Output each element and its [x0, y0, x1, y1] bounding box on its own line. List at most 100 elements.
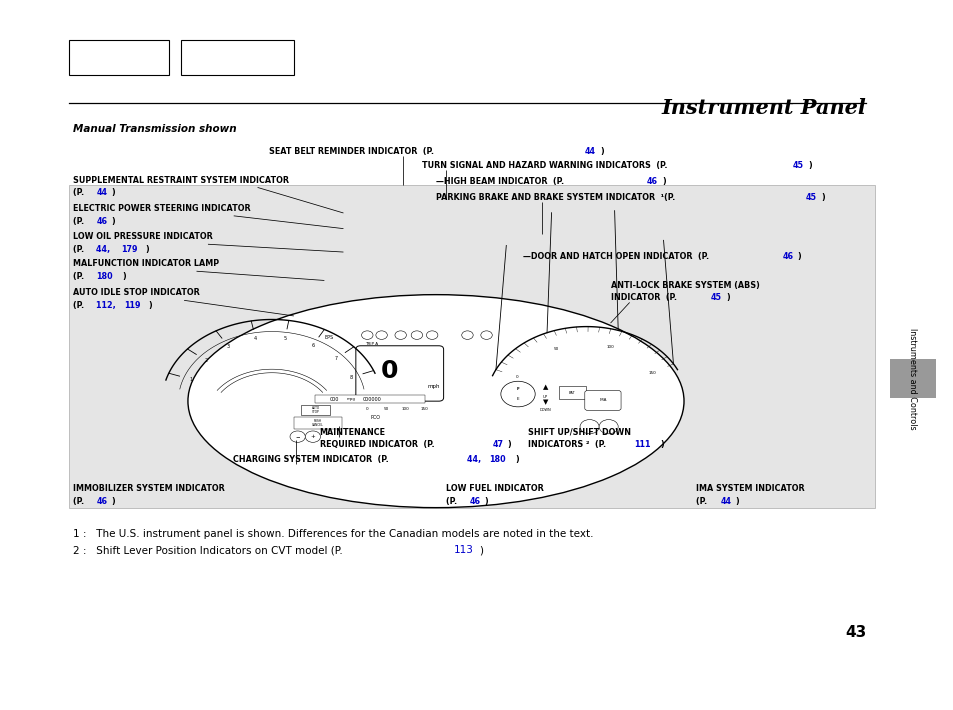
Text: INDICATOR  (P.: INDICATOR (P. [610, 293, 679, 302]
Bar [69, 185, 874, 508]
Text: ): ) [478, 545, 482, 555]
Text: ▼: ▼ [542, 400, 548, 405]
Text: LOW OIL PRESSURE INDICATOR: LOW OIL PRESSURE INDICATOR [72, 232, 212, 241]
Text: TRIP A: TRIP A [365, 342, 378, 346]
Text: ): ) [112, 497, 115, 506]
Text: MAINTENANCE: MAINTENANCE [319, 427, 385, 437]
Text: Instrument Panel: Instrument Panel [660, 98, 865, 118]
Text: 44,: 44, [466, 454, 483, 464]
Text: 180: 180 [489, 454, 505, 464]
Text: 1: 1 [190, 377, 193, 382]
Text: ELECTRIC POWER STEERING INDICATOR: ELECTRIC POWER STEERING INDICATOR [72, 204, 250, 213]
Text: EPS: EPS [324, 334, 334, 340]
Circle shape [305, 431, 320, 442]
Text: IMA: IMA [598, 398, 606, 403]
Text: PCO: PCO [370, 415, 379, 420]
Text: AUTO
STOP: AUTO STOP [312, 405, 319, 415]
Text: ): ) [484, 497, 488, 506]
Text: 000: 000 [329, 396, 338, 402]
Text: (P.: (P. [72, 497, 87, 506]
Text: (P.: (P. [72, 188, 87, 197]
Text: 1 :   The U.S. instrument panel is shown. Differences for the Canadian models ar: 1 : The U.S. instrument panel is shown. … [72, 529, 593, 539]
Text: 4: 4 [253, 336, 257, 341]
Text: CHARGING SYSTEM INDICATOR  (P.: CHARGING SYSTEM INDICATOR (P. [233, 454, 391, 464]
Text: 150: 150 [420, 407, 428, 411]
Text: 46: 46 [96, 497, 108, 506]
Text: (P.: (P. [72, 272, 87, 281]
Text: 2: 2 [204, 358, 207, 363]
Bar [69, 40, 169, 75]
FancyBboxPatch shape [584, 391, 620, 410]
Text: 180: 180 [96, 272, 112, 281]
Text: 179: 179 [121, 245, 137, 254]
Text: 113: 113 [454, 545, 474, 555]
Text: ▲: ▲ [542, 384, 548, 390]
Text: 47: 47 [492, 440, 503, 449]
Text: PARKING BRAKE AND BRAKE SYSTEM INDICATOR  ¹(P.: PARKING BRAKE AND BRAKE SYSTEM INDICATOR… [436, 193, 678, 202]
Text: (P.: (P. [72, 300, 87, 310]
Text: 150: 150 [648, 371, 656, 375]
Text: 112,: 112, [96, 300, 119, 310]
Text: 45: 45 [805, 193, 817, 202]
Text: UP: UP [542, 395, 548, 399]
Text: (P.: (P. [445, 497, 459, 506]
Circle shape [290, 431, 305, 442]
Text: ): ) [149, 300, 152, 310]
Text: ): ) [515, 454, 518, 464]
Text: 46: 46 [781, 252, 793, 261]
Text: ): ) [659, 440, 663, 449]
Text: AUTO IDLE STOP INDICATOR: AUTO IDLE STOP INDICATOR [72, 288, 199, 297]
Ellipse shape [188, 295, 683, 508]
Text: mph: mph [427, 384, 439, 390]
Text: ): ) [797, 252, 801, 261]
Text: ): ) [725, 293, 729, 302]
Text: 111: 111 [634, 440, 650, 449]
Bar [301, 405, 330, 415]
Text: 119: 119 [124, 300, 140, 310]
Text: 0: 0 [366, 407, 368, 411]
Text: ): ) [821, 193, 824, 202]
Text: BAT: BAT [569, 391, 575, 395]
Bar [558, 386, 585, 399]
Text: TURN SIGNAL AND HAZARD WARNING INDICATORS  (P.: TURN SIGNAL AND HAZARD WARNING INDICATOR… [421, 161, 669, 170]
Text: REQUIRED INDICATOR  (P.: REQUIRED INDICATOR (P. [319, 440, 436, 449]
Text: ): ) [661, 177, 665, 186]
Text: ): ) [507, 440, 511, 449]
Bar [181, 40, 294, 75]
Text: 100: 100 [606, 345, 614, 349]
Text: ): ) [145, 245, 149, 254]
Text: 44: 44 [720, 497, 731, 506]
Bar [889, 359, 935, 398]
Text: IMA SYSTEM INDICATOR: IMA SYSTEM INDICATOR [696, 484, 804, 493]
Text: 7: 7 [335, 356, 337, 361]
Text: SUPPLEMENTAL RESTRAINT SYSTEM INDICATOR: SUPPLEMENTAL RESTRAINT SYSTEM INDICATOR [72, 175, 288, 185]
Text: 0: 0 [380, 359, 397, 383]
Text: ): ) [122, 272, 126, 281]
Text: ): ) [807, 161, 811, 170]
Text: 46: 46 [646, 177, 658, 186]
Text: IMMOBILIZER SYSTEM INDICATOR: IMMOBILIZER SYSTEM INDICATOR [72, 484, 224, 493]
Text: (P.: (P. [696, 497, 710, 506]
Text: E: E [517, 397, 518, 401]
Text: 2 :   Shift Lever Position Indicators on CVT model (P.: 2 : Shift Lever Position Indicators on C… [72, 545, 345, 555]
Text: 5: 5 [283, 336, 286, 341]
Text: 44: 44 [96, 188, 108, 197]
Text: mpg: mpg [346, 397, 355, 401]
Text: F: F [517, 387, 518, 391]
Text: ): ) [599, 147, 603, 156]
Text: ): ) [735, 497, 739, 506]
Circle shape [598, 420, 618, 434]
Text: —HIGH BEAM INDICATOR  (P.: —HIGH BEAM INDICATOR (P. [436, 177, 566, 186]
Text: 46: 46 [469, 497, 480, 506]
Text: 50: 50 [383, 407, 389, 411]
Text: 6: 6 [311, 342, 314, 347]
Text: 44,: 44, [96, 245, 113, 254]
Circle shape [500, 381, 535, 407]
Text: LOW FUEL INDICATOR: LOW FUEL INDICATOR [445, 484, 542, 493]
Text: INDICATORS ²  (P.: INDICATORS ² (P. [527, 440, 608, 449]
Text: 50: 50 [554, 347, 558, 351]
Bar [314, 395, 424, 403]
Circle shape [579, 420, 598, 434]
Text: (P.: (P. [72, 217, 87, 226]
Text: (P.: (P. [72, 245, 87, 254]
